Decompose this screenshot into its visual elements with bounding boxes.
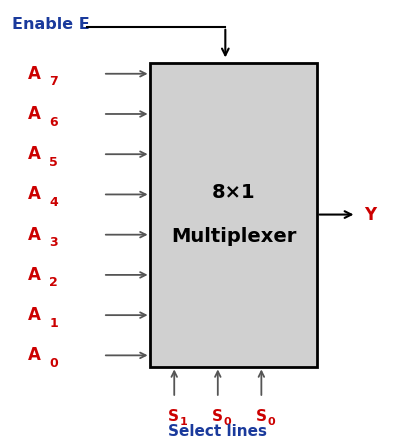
Text: Y: Y — [364, 206, 377, 224]
Text: A: A — [28, 306, 41, 324]
Text: A: A — [28, 65, 41, 83]
Text: A: A — [28, 346, 41, 364]
Text: 6: 6 — [50, 115, 58, 129]
Text: A: A — [28, 145, 41, 163]
Text: 4: 4 — [50, 196, 58, 209]
Text: Multiplexer: Multiplexer — [171, 228, 296, 246]
Text: 1: 1 — [180, 417, 188, 427]
Text: 0: 0 — [50, 357, 58, 370]
Text: S: S — [168, 409, 179, 424]
Text: A: A — [28, 266, 41, 284]
Text: A: A — [28, 226, 41, 244]
Text: 7: 7 — [50, 75, 58, 89]
Text: 0: 0 — [224, 417, 231, 427]
Text: 3: 3 — [50, 236, 58, 249]
Text: A: A — [28, 186, 41, 203]
Text: 5: 5 — [50, 156, 58, 169]
Text: 0: 0 — [267, 417, 275, 427]
Text: Enable E: Enable E — [12, 17, 89, 32]
Text: S: S — [255, 409, 267, 424]
Text: 1: 1 — [50, 316, 58, 330]
Text: 8×1: 8×1 — [212, 183, 255, 202]
Text: 2: 2 — [50, 276, 58, 290]
Text: A: A — [28, 105, 41, 123]
Text: S: S — [212, 409, 223, 424]
Text: Select lines: Select lines — [168, 424, 267, 439]
Bar — [150, 63, 317, 367]
